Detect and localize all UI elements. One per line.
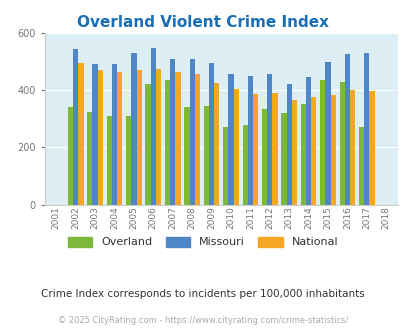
Bar bbox=[261, 109, 266, 205]
Text: Overland Violent Crime Index: Overland Violent Crime Index bbox=[77, 15, 328, 30]
Bar bbox=[330, 95, 335, 205]
Bar bbox=[170, 59, 175, 205]
Bar bbox=[164, 80, 170, 205]
Bar bbox=[252, 94, 258, 205]
Bar bbox=[214, 83, 219, 205]
Bar bbox=[209, 63, 214, 205]
Bar bbox=[242, 124, 247, 205]
Bar bbox=[305, 77, 311, 205]
Bar bbox=[358, 127, 363, 205]
Bar bbox=[203, 106, 209, 205]
Bar bbox=[78, 63, 83, 205]
Bar bbox=[92, 64, 98, 205]
Bar bbox=[247, 76, 252, 205]
Bar bbox=[228, 74, 233, 205]
Bar bbox=[117, 72, 122, 205]
Bar bbox=[349, 90, 354, 205]
Bar bbox=[324, 62, 330, 205]
Bar bbox=[339, 82, 344, 205]
Bar bbox=[68, 107, 73, 205]
Bar bbox=[320, 80, 324, 205]
Bar bbox=[126, 116, 131, 205]
Bar bbox=[131, 53, 136, 205]
Bar bbox=[311, 97, 315, 205]
Bar bbox=[363, 53, 369, 205]
Bar bbox=[150, 48, 156, 205]
Text: © 2025 CityRating.com - https://www.cityrating.com/crime-statistics/: © 2025 CityRating.com - https://www.city… bbox=[58, 315, 347, 325]
Bar bbox=[369, 91, 374, 205]
Bar bbox=[145, 84, 150, 205]
Bar bbox=[136, 70, 141, 205]
Bar bbox=[184, 107, 189, 205]
Bar bbox=[291, 100, 296, 205]
Bar bbox=[156, 69, 161, 205]
Bar bbox=[107, 116, 112, 205]
Bar bbox=[73, 49, 78, 205]
Bar bbox=[189, 59, 194, 205]
Legend: Overland, Missouri, National: Overland, Missouri, National bbox=[63, 232, 342, 252]
Bar bbox=[194, 74, 200, 205]
Bar bbox=[272, 93, 277, 205]
Bar bbox=[300, 105, 305, 205]
Bar bbox=[175, 72, 180, 205]
Bar bbox=[233, 89, 238, 205]
Bar bbox=[98, 70, 103, 205]
Bar bbox=[266, 75, 272, 205]
Bar bbox=[87, 112, 92, 205]
Bar bbox=[344, 54, 349, 205]
Bar bbox=[112, 64, 117, 205]
Bar bbox=[286, 84, 291, 205]
Bar bbox=[223, 127, 228, 205]
Text: Crime Index corresponds to incidents per 100,000 inhabitants: Crime Index corresponds to incidents per… bbox=[41, 289, 364, 299]
Bar bbox=[281, 113, 286, 205]
